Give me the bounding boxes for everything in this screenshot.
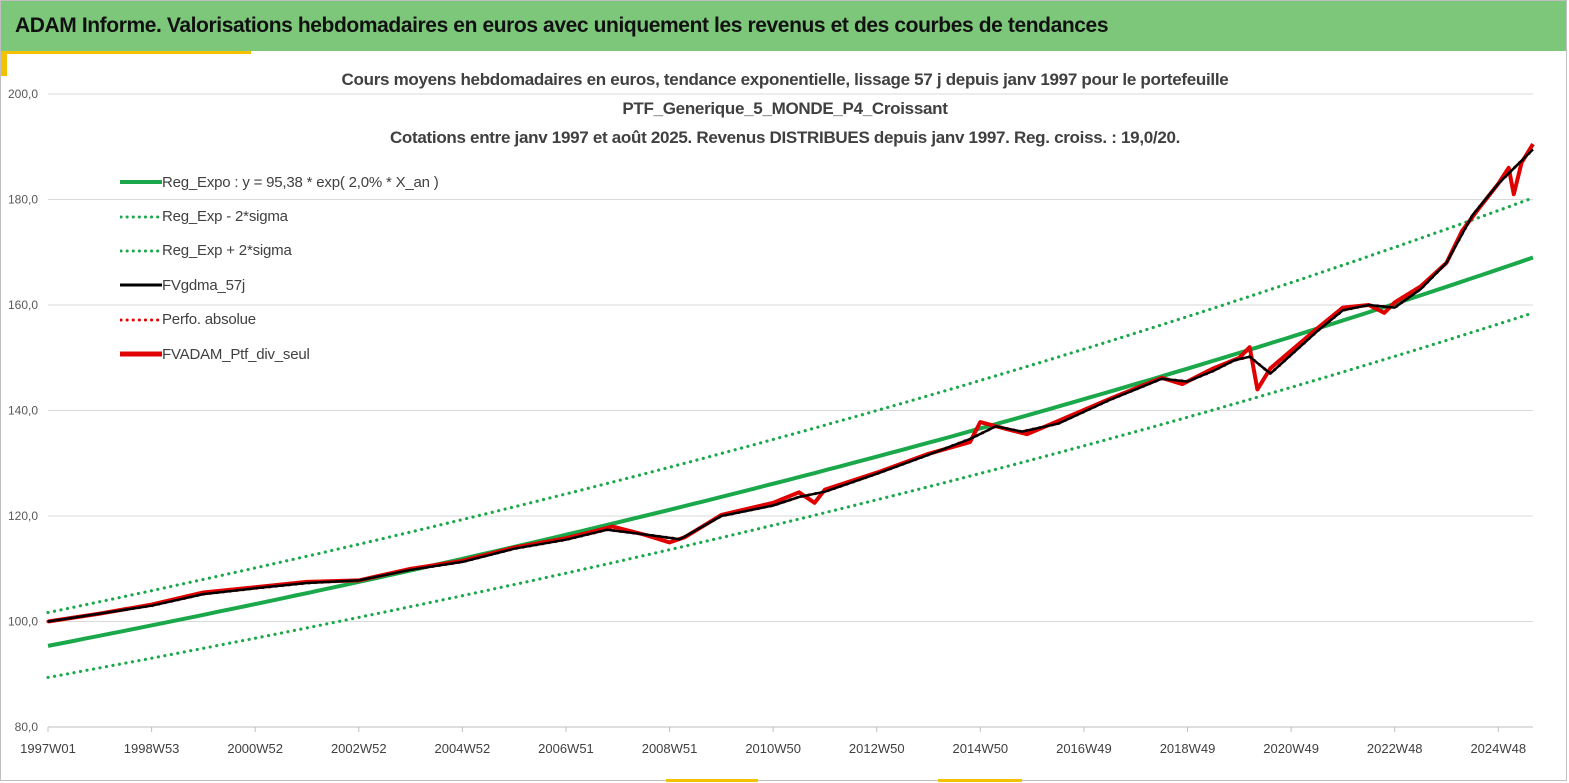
chart-gridlines bbox=[47, 93, 1533, 732]
legend-label: FVADAM_Ptf_div_seul bbox=[162, 345, 310, 363]
y-axis-tick-labels: 80,0 100,0 120,0 140,0 160,0 180,0 200,0 bbox=[8, 87, 38, 734]
legend-swatch-dotted-green bbox=[120, 215, 162, 219]
x-tick-label: 2024W48 bbox=[1470, 741, 1526, 756]
x-tick-label: 2004W52 bbox=[435, 741, 491, 756]
series-line-3 bbox=[47, 148, 1534, 623]
y-tick-label: 120,0 bbox=[8, 509, 38, 523]
legend-item-fvadam: FVADAM_Ptf_div_seul bbox=[120, 337, 439, 371]
legend-swatch-solid-black bbox=[120, 283, 162, 287]
chart-title-line-1: Cours moyens hebdomadaires en euros, ten… bbox=[341, 70, 1229, 89]
chart-title-line-3: Cotations entre janv 1997 et août 2025. … bbox=[389, 128, 1181, 147]
x-tick-label: 2020W49 bbox=[1263, 741, 1319, 756]
x-tick-label: 2018W49 bbox=[1160, 741, 1216, 756]
legend-item-reg-expo: Reg_Expo : y = 95,38 * exp( 2,0% * X_an … bbox=[120, 165, 439, 199]
x-tick-label: 1997W01 bbox=[20, 741, 76, 756]
accent-bar-bottom-1 bbox=[666, 779, 758, 782]
x-tick-label: 2012W50 bbox=[849, 741, 905, 756]
y-tick-label: 160,0 bbox=[8, 298, 38, 312]
x-tick-label: 2006W51 bbox=[538, 741, 594, 756]
y-tick-label: 140,0 bbox=[8, 404, 38, 418]
x-tick-label: 2014W50 bbox=[953, 741, 1009, 756]
legend-item-perfo-absolue: Perfo. absolue bbox=[120, 303, 439, 337]
x-tick-label: 2000W52 bbox=[227, 741, 283, 756]
x-axis-tick-labels: 1997W01 1998W53 2000W52 2002W52 2004W52 2006W… bbox=[20, 741, 1526, 756]
legend-item-fvgdma: FVgdma_57j bbox=[120, 268, 439, 302]
accent-bar-left bbox=[1, 51, 7, 76]
series-line-1 bbox=[46, 311, 1535, 679]
legend-swatch-dotted-red bbox=[120, 318, 162, 322]
banner-title: ADAM Informe. Valorisations hebdomadaire… bbox=[15, 14, 1109, 37]
legend-label: Reg_Exp + 2*sigma bbox=[162, 242, 292, 260]
x-tick-label: 2010W50 bbox=[745, 741, 801, 756]
legend-item-reg-exp-minus: Reg_Exp - 2*sigma bbox=[120, 199, 439, 233]
y-tick-label: 200,0 bbox=[8, 87, 38, 101]
legend-swatch-solid-green bbox=[120, 180, 162, 185]
x-tick-label: 2016W49 bbox=[1056, 741, 1112, 756]
legend-swatch-dotted-green bbox=[120, 249, 162, 253]
legend-label: Reg_Expo : y = 95,38 * exp( 2,0% * X_an … bbox=[162, 173, 439, 191]
legend-label: FVgdma_57j bbox=[162, 276, 246, 294]
accent-bar-bottom-2 bbox=[938, 779, 1022, 782]
legend-item-reg-exp-plus: Reg_Exp + 2*sigma bbox=[120, 234, 439, 268]
x-tick-label: 2008W51 bbox=[642, 741, 698, 756]
x-tick-label: 2002W52 bbox=[331, 741, 387, 756]
y-tick-label: 180,0 bbox=[8, 193, 38, 207]
legend-label: Perfo. absolue bbox=[162, 311, 256, 329]
accent-bar-top bbox=[1, 51, 251, 54]
report-banner: ADAM Informe. Valorisations hebdomadaire… bbox=[1, 1, 1566, 51]
y-tick-label: 80,0 bbox=[15, 720, 39, 734]
chart-title-line-2: PTF_Generique_5_MONDE_P4_Croissant bbox=[622, 99, 948, 118]
chart-legend: Reg_Expo : y = 95,38 * exp( 2,0% * X_an … bbox=[120, 165, 439, 371]
y-tick-label: 100,0 bbox=[8, 615, 38, 629]
series-line-2 bbox=[46, 196, 1535, 615]
legend-label: Reg_Exp - 2*sigma bbox=[162, 208, 288, 226]
x-tick-label: 1998W53 bbox=[124, 741, 180, 756]
x-tick-label: 2022W48 bbox=[1367, 741, 1423, 756]
chart-series bbox=[46, 143, 1535, 679]
series-line-0 bbox=[47, 255, 1534, 648]
legend-swatch-solid-red bbox=[120, 351, 162, 357]
